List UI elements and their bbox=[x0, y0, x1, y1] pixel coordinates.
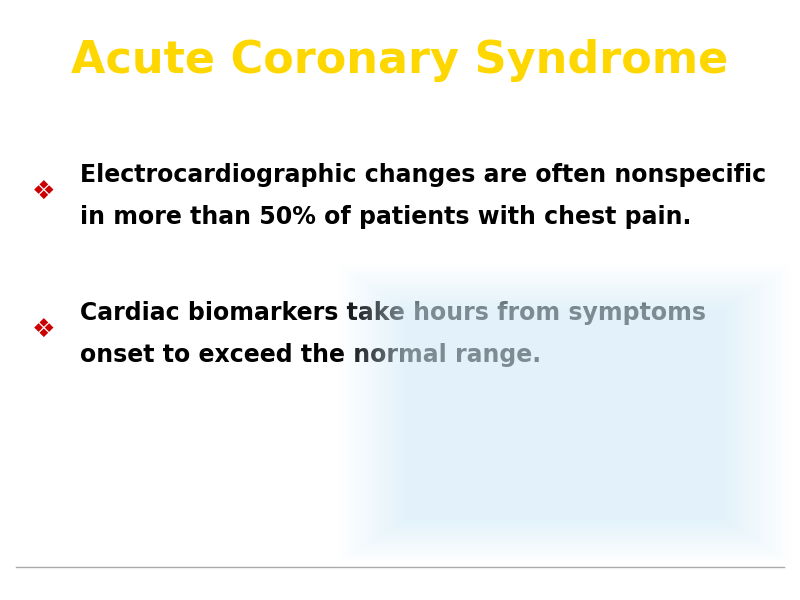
Text: ❖: ❖ bbox=[32, 179, 56, 205]
Text: in more than 50% of patients with chest pain.: in more than 50% of patients with chest … bbox=[80, 205, 691, 229]
Text: ❖: ❖ bbox=[32, 317, 56, 343]
Text: Cardiac biomarkers take hours from symptoms: Cardiac biomarkers take hours from sympt… bbox=[80, 301, 706, 325]
Text: Electrocardiographic changes are often nonspecific: Electrocardiographic changes are often n… bbox=[80, 163, 766, 187]
Text: onset to exceed the normal range.: onset to exceed the normal range. bbox=[80, 343, 541, 367]
Text: Acute Coronary Syndrome: Acute Coronary Syndrome bbox=[71, 38, 729, 82]
